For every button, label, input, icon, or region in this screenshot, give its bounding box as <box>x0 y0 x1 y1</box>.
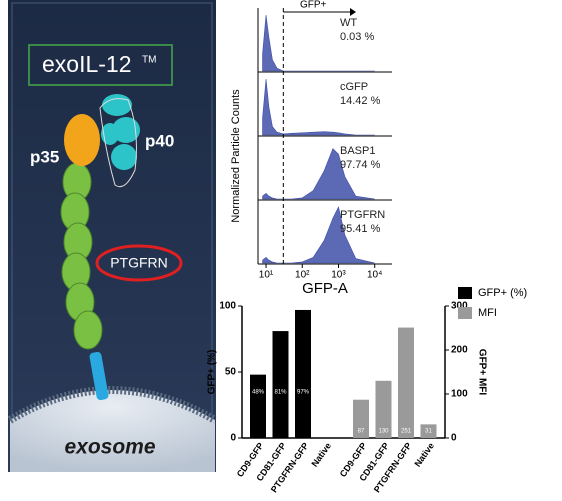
value-label: 251 <box>401 429 412 435</box>
flow-histograms: WT 0.03 % cGFP 14.42 % BASP1 97.74 % PTGFRN 95.… <box>230 0 392 297</box>
y2-tick-label: 100 <box>451 389 468 400</box>
y2-tick-label: 300 <box>451 301 468 312</box>
exosome-label: exosome <box>64 436 155 459</box>
gfp-percent: 0.03 % <box>340 31 374 43</box>
histogram-area <box>262 148 375 200</box>
sample-name: BASP1 <box>340 145 375 157</box>
ptgfrn-circle <box>95 244 183 282</box>
illustration: exoIL-12 TM p35 p40 PTGFRN exosome <box>7 0 217 472</box>
bar <box>272 331 289 438</box>
value-label: 130 <box>378 429 389 435</box>
trademark: TM <box>142 55 156 66</box>
y-tick-label: 50 <box>225 367 237 378</box>
ptgfrn-label: PTGFRN <box>110 255 168 271</box>
y2-tick-label: 0 <box>451 433 457 444</box>
membrane <box>7 386 217 424</box>
title-box <box>28 44 173 86</box>
histogram-area <box>262 206 375 264</box>
histogram-area <box>262 78 375 136</box>
bar <box>375 380 392 438</box>
sample-name: cGFP <box>340 81 368 93</box>
value-label: 31 <box>425 429 432 435</box>
legend-swatch <box>458 287 472 299</box>
legend-label: MFI <box>478 307 497 319</box>
x-axis-label: GFP-A <box>302 280 348 297</box>
legend-swatch <box>458 307 472 319</box>
transmembrane <box>89 351 109 401</box>
sample-name: WT <box>340 17 357 29</box>
x-tick-label: Native <box>412 441 436 469</box>
x-tick-label: Native <box>309 441 333 469</box>
gfp-percent: 95.41 % <box>340 223 381 235</box>
x-tick-label: 10² <box>295 270 310 281</box>
p35-subunit <box>64 114 100 166</box>
gate-label: GFP+ <box>300 0 327 11</box>
x-tick-label: 10¹ <box>259 270 274 281</box>
bar <box>398 327 414 438</box>
y-axis-label: GFP+ (%) <box>207 350 218 395</box>
bar <box>250 374 266 438</box>
value-label: 97% <box>297 390 310 396</box>
bar <box>353 399 369 438</box>
title: exoIL-12 <box>42 51 132 77</box>
gfp-percent: 97.74 % <box>340 159 381 171</box>
legend-label: GFP+ (%) <box>478 287 527 299</box>
exosome <box>10 390 215 472</box>
value-label: 81% <box>274 390 287 396</box>
y-tick-label: 0 <box>230 433 236 444</box>
bar <box>295 309 311 438</box>
sample-name: PTGFRN <box>340 209 385 221</box>
p35-label: p35 <box>30 147 59 166</box>
p40-outline <box>99 98 137 188</box>
y2-axis-label: GFP+ MFI <box>476 349 487 396</box>
x-tick-label: 10³ <box>331 270 346 281</box>
bar <box>420 424 437 438</box>
p40-label: p40 <box>145 131 174 150</box>
histogram-area <box>262 14 375 72</box>
y2-tick-label: 200 <box>451 345 468 356</box>
arrow-head <box>350 8 356 16</box>
y-tick-label: 100 <box>219 301 236 312</box>
y-axis-label: Normalized Particle Counts <box>230 89 242 223</box>
x-tick-label: 10⁴ <box>367 270 382 281</box>
value-label: 87 <box>358 429 365 435</box>
gfp-percent: 14.42 % <box>340 95 381 107</box>
value-label: 48% <box>252 390 265 396</box>
